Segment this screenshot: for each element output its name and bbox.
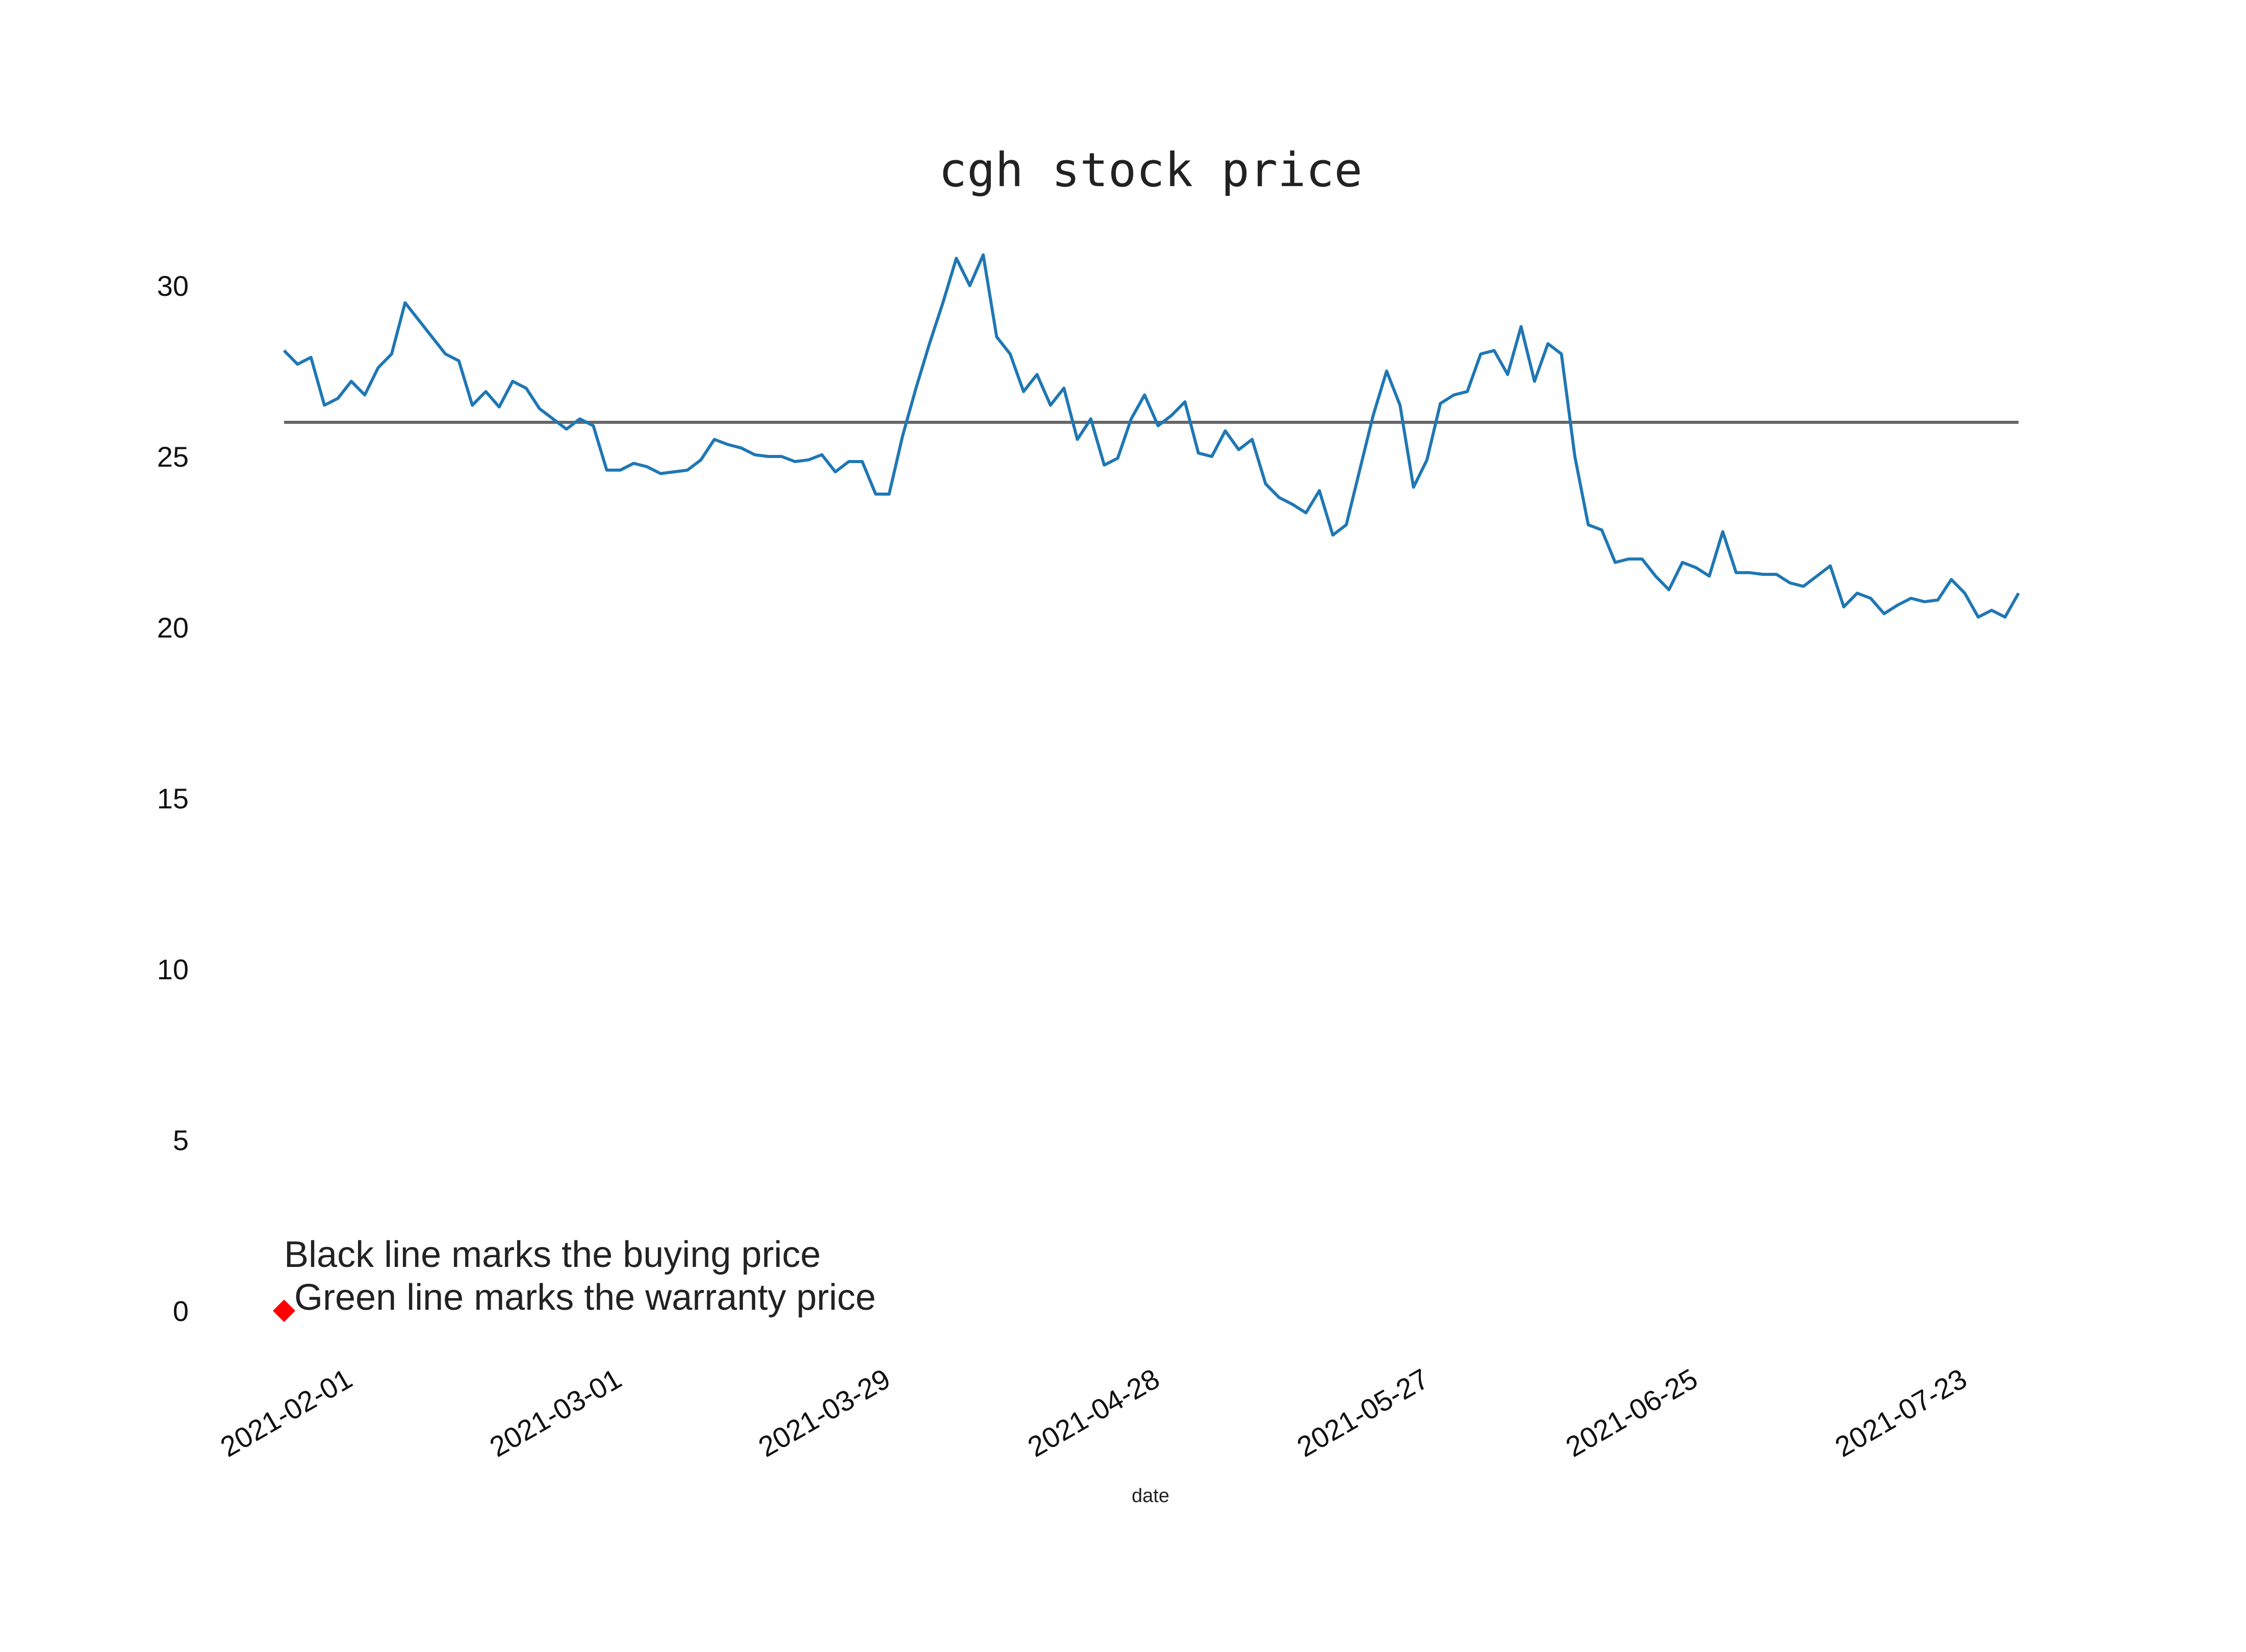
y-axis: 0 5 10 15 20 25 30 bbox=[157, 270, 189, 1327]
warranty-marker bbox=[273, 1300, 295, 1322]
x-axis: 2021-02-01 2021-03-01 2021-03-29 2021-04-28… bbox=[215, 1362, 1972, 1463]
y-tick-label: 0 bbox=[173, 1295, 189, 1327]
x-axis-label: date bbox=[1132, 1485, 1169, 1507]
x-tick-label: 2021-06-25 bbox=[1560, 1362, 1703, 1463]
x-tick-label: 2021-04-28 bbox=[1022, 1362, 1165, 1463]
x-tick-label: 2021-05-27 bbox=[1291, 1362, 1434, 1463]
x-tick-label: 2021-03-29 bbox=[753, 1362, 896, 1463]
annotation-warranty-price: Green line marks the warranty price bbox=[284, 1277, 876, 1318]
x-tick-label: 2021-07-23 bbox=[1829, 1362, 1972, 1463]
annotation-buying-price: Black line marks the buying price bbox=[284, 1234, 821, 1275]
y-tick-label: 30 bbox=[157, 270, 189, 302]
chart-title: cgh stock price bbox=[939, 143, 1363, 197]
y-tick-label: 15 bbox=[157, 782, 189, 815]
price-series-line bbox=[283, 253, 2020, 619]
y-tick-label: 10 bbox=[157, 953, 189, 985]
y-tick-label: 20 bbox=[157, 612, 189, 644]
y-tick-label: 5 bbox=[173, 1124, 189, 1156]
x-tick-label: 2021-02-01 bbox=[215, 1362, 358, 1463]
x-tick-label: 2021-03-01 bbox=[484, 1362, 627, 1463]
y-tick-label: 25 bbox=[157, 441, 189, 473]
